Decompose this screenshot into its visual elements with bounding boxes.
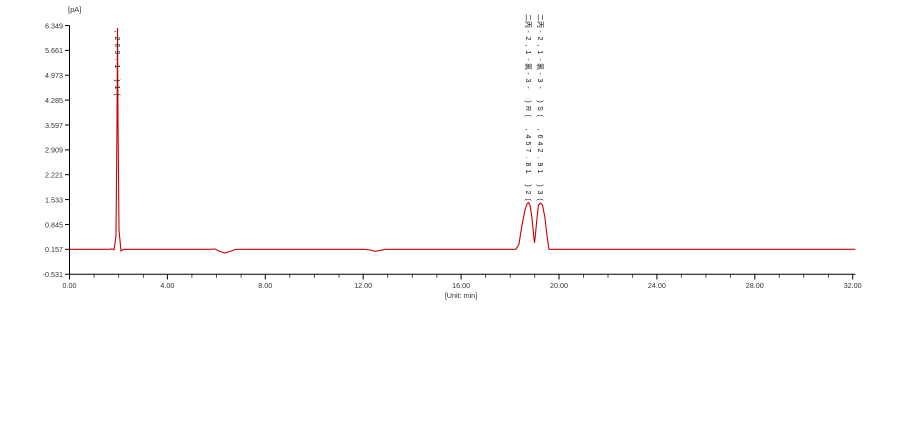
svg-text:6.349: 6.349: [45, 21, 63, 30]
svg-text:4.00: 4.00: [160, 281, 174, 290]
svg-text:[Unit: min]: [Unit: min]: [445, 291, 477, 300]
svg-text:1.533: 1.533: [45, 195, 63, 204]
svg-text:32.00: 32.00: [844, 281, 862, 290]
svg-text:0.00: 0.00: [63, 281, 77, 290]
svg-text:8.00: 8.00: [258, 281, 272, 290]
svg-text:16.00: 16.00: [452, 281, 470, 290]
svg-text:2.909: 2.909: [45, 146, 63, 155]
svg-text:0.157: 0.157: [45, 245, 63, 254]
svg-text:-0.531: -0.531: [43, 270, 63, 279]
svg-text:4.285: 4.285: [45, 96, 63, 105]
svg-text:2.221: 2.221: [45, 171, 63, 180]
svg-text:24.00: 24.00: [648, 281, 666, 290]
svg-text:4.973: 4.973: [45, 71, 63, 80]
svg-text:0.845: 0.845: [45, 220, 63, 229]
svg-text:28.00: 28.00: [746, 281, 764, 290]
svg-text:3.597: 3.597: [45, 121, 63, 130]
svg-text:20.00: 20.00: [550, 281, 568, 290]
svg-text:12.00: 12.00: [354, 281, 372, 290]
svg-text:[pA]: [pA]: [68, 5, 81, 14]
svg-text:5.661: 5.661: [45, 46, 63, 55]
